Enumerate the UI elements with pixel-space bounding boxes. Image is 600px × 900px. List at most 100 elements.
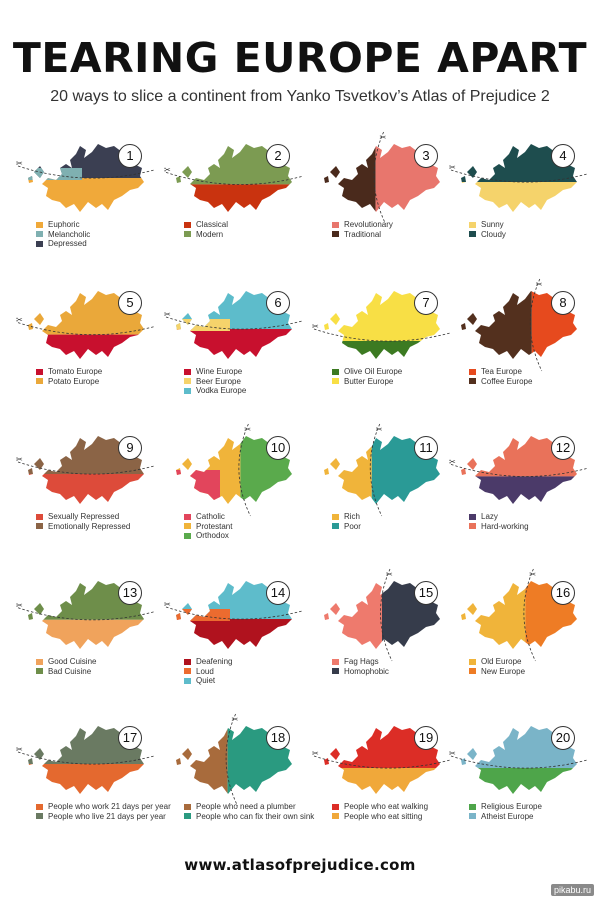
page-title: TEARING EUROPE APART — [12, 34, 588, 82]
legend-swatch — [469, 523, 476, 530]
legend-swatch — [332, 513, 339, 520]
legend-label: Vodka Europe — [196, 386, 247, 396]
watermark: pikabu.ru — [550, 884, 594, 896]
cut-line — [450, 755, 588, 769]
legend-swatch — [469, 803, 476, 810]
region-south — [28, 619, 144, 649]
legend-item: Poor — [332, 522, 462, 532]
scissors-icon: ✂ — [16, 601, 23, 610]
map-number-badge: 11 — [414, 436, 438, 460]
map-number-badge: 1 — [118, 144, 142, 168]
legend-label: Euphoric — [48, 220, 80, 230]
legend-swatch — [184, 813, 191, 820]
scissors-icon: ✂ — [16, 159, 23, 168]
map-number-badge: 20 — [551, 726, 575, 750]
legend-item: Revolutionary — [332, 220, 462, 230]
cut-line — [313, 755, 451, 769]
map-legend: People who need a plumber People who can … — [184, 802, 314, 821]
map-number-badge: 7 — [414, 291, 438, 315]
cut-line — [238, 423, 251, 517]
scissors-icon: ✂ — [312, 749, 319, 758]
scissors-icon: ✂ — [386, 570, 393, 579]
website-url[interactable]: www.atlasofprejudice.com — [184, 856, 416, 874]
legend-swatch — [332, 658, 339, 665]
legend-swatch — [469, 658, 476, 665]
legend-item: Fag Hags — [332, 657, 462, 667]
legend-label: Coffee Europe — [481, 376, 533, 386]
legend-swatch — [469, 513, 476, 520]
legend-label: Potato Europe — [48, 376, 100, 386]
legend-swatch — [36, 813, 43, 820]
legend-item: Tea Europe — [469, 367, 599, 377]
map-legend: Euphoric Melancholic Depressed — [36, 220, 166, 249]
legend-swatch — [184, 523, 191, 530]
legend-label: Religious Europe — [481, 802, 542, 812]
legend-label: Homophobic — [344, 666, 389, 676]
legend-swatch — [332, 803, 339, 810]
cut-line — [17, 461, 155, 475]
cut-line — [450, 464, 588, 477]
legend-item: Old Europe — [469, 657, 599, 667]
map-panel-6: ✂ 6 Wine Europe Beer Europe Vodka Europe — [164, 285, 303, 420]
legend-item: Religious Europe — [469, 802, 599, 812]
legend-label: Tomato Europe — [48, 367, 103, 377]
region-west — [176, 436, 241, 504]
scissors-icon: ✂ — [232, 715, 239, 724]
map-panel-1: ✂ 1 Euphoric Melancholic Depressed — [16, 138, 155, 273]
legend-swatch — [184, 221, 191, 228]
region-south — [461, 768, 577, 794]
map-number-badge: 6 — [266, 291, 290, 315]
legend-item: Depressed — [36, 239, 166, 249]
legend-item: Loud — [184, 667, 314, 677]
legend-swatch — [469, 813, 476, 820]
scissors-icon: ✂ — [380, 133, 387, 142]
legend-swatch — [184, 378, 191, 385]
legend-item: People who work 21 days per year — [36, 802, 171, 812]
legend-label: Tea Europe — [481, 367, 522, 377]
legend-item: Catholic — [184, 512, 314, 522]
cut-line — [450, 169, 588, 183]
map-number-badge: 19 — [414, 726, 438, 750]
legend-swatch — [184, 658, 191, 665]
legend-label: Emotionally Repressed — [48, 521, 131, 531]
legend-label: Atheist Europe — [481, 811, 534, 821]
legend-swatch — [36, 240, 43, 247]
map-number-badge: 9 — [118, 436, 142, 460]
legend-label: Olive Oil Europe — [344, 367, 403, 377]
map-number-badge: 4 — [551, 144, 575, 168]
legend-label: Hard-working — [481, 521, 529, 531]
legend-label: Sexually Repressed — [48, 512, 120, 522]
region-south — [324, 768, 440, 794]
legend-label: New Europe — [481, 666, 526, 676]
region-south — [461, 182, 577, 212]
europe-map: ✂ — [324, 131, 440, 225]
legend-label: Poor — [344, 521, 361, 531]
legend-label: Sunny — [481, 220, 504, 230]
scissors-icon: ✂ — [449, 457, 456, 466]
cut-line — [380, 568, 393, 662]
legend-item: Orthodox — [184, 531, 314, 541]
cut-line — [17, 165, 155, 179]
legend-label: Old Europe — [481, 657, 522, 667]
legend-swatch — [332, 368, 339, 375]
legend-swatch — [36, 523, 43, 530]
map-legend: Wine Europe Beer Europe Vodka Europe — [184, 367, 314, 396]
cut-line — [17, 751, 155, 765]
region-west — [176, 726, 228, 794]
legend-swatch — [469, 221, 476, 228]
map-panel-18: ✂ 18 People who need a plumber People who c… — [170, 713, 314, 855]
map-legend: Sexually Repressed Emotionally Repressed — [36, 512, 166, 531]
legend-swatch — [469, 668, 476, 675]
map-panel-13: ✂ 13 Good Cuisine Bad Cuisine — [16, 575, 155, 710]
legend-item: Atheist Europe — [469, 812, 599, 822]
scissors-icon: ✂ — [529, 570, 536, 579]
legend-item: Bad Cuisine — [36, 667, 166, 677]
map-panel-16: ✂ 16 Old Europe New Europe — [455, 568, 583, 710]
legend-swatch — [36, 803, 43, 810]
map-number-badge: 2 — [266, 144, 290, 168]
scissors-icon: ✂ — [376, 425, 383, 434]
map-panel-20: ✂ 20 Religious Europe Atheist Europe — [449, 720, 588, 855]
cut-line — [373, 131, 386, 225]
map-panel-2: ✂ 2 Classical Modern — [164, 138, 303, 273]
map-panel-15: ✂ 15 Fag Hags Homophobic — [318, 568, 446, 710]
